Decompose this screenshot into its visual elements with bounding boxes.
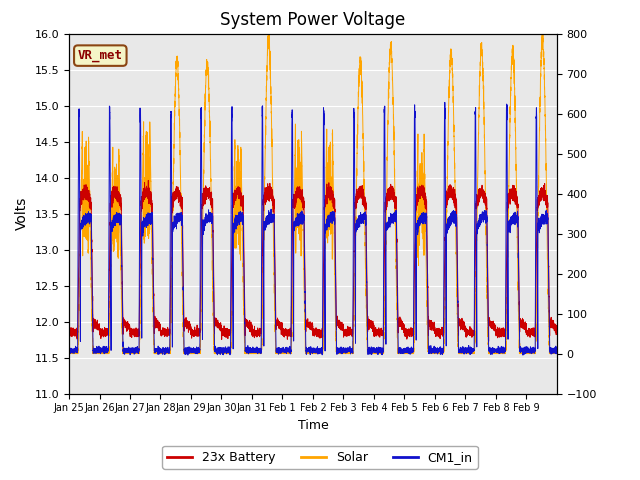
- 23x Battery: [431, 329, 439, 335]
- Text: VR_met: VR_met: [78, 49, 123, 62]
- Line: Solar: Solar: [69, 34, 557, 354]
- CM1_in: [83, 214, 90, 219]
- CM1_in: [553, 348, 561, 354]
- X-axis label: Time: Time: [298, 419, 328, 432]
- Solar: [264, 31, 272, 36]
- Y-axis label: Volts: Volts: [15, 197, 29, 230]
- CM1_in: [191, 348, 199, 353]
- CM1_in: [441, 99, 449, 105]
- Legend: 23x Battery, Solar, CM1_in: 23x Battery, Solar, CM1_in: [163, 446, 477, 469]
- 23x Battery: [145, 178, 152, 183]
- CM1_in: [215, 347, 223, 353]
- 23x Battery: [215, 323, 223, 329]
- 23x Battery: [491, 324, 499, 330]
- 23x Battery: [485, 338, 493, 344]
- 23x Battery: [553, 327, 561, 333]
- Line: 23x Battery: 23x Battery: [69, 180, 557, 341]
- Solar: [65, 351, 73, 357]
- CM1_in: [491, 349, 499, 355]
- Solar: [491, 349, 499, 355]
- CM1_in: [431, 348, 439, 354]
- Solar: [83, 138, 90, 144]
- Solar: [284, 351, 292, 357]
- Solar: [431, 350, 439, 356]
- Solar: [191, 351, 199, 357]
- Title: System Power Voltage: System Power Voltage: [220, 11, 406, 29]
- 23x Battery: [284, 330, 292, 336]
- CM1_in: [284, 347, 292, 353]
- Solar: [215, 350, 223, 356]
- Line: CM1_in: CM1_in: [69, 102, 557, 355]
- Solar: [553, 349, 561, 355]
- 23x Battery: [83, 197, 90, 203]
- 23x Battery: [65, 329, 73, 335]
- CM1_in: [65, 348, 73, 354]
- 23x Battery: [191, 330, 199, 336]
- Solar: [65, 351, 73, 357]
- CM1_in: [519, 352, 527, 358]
